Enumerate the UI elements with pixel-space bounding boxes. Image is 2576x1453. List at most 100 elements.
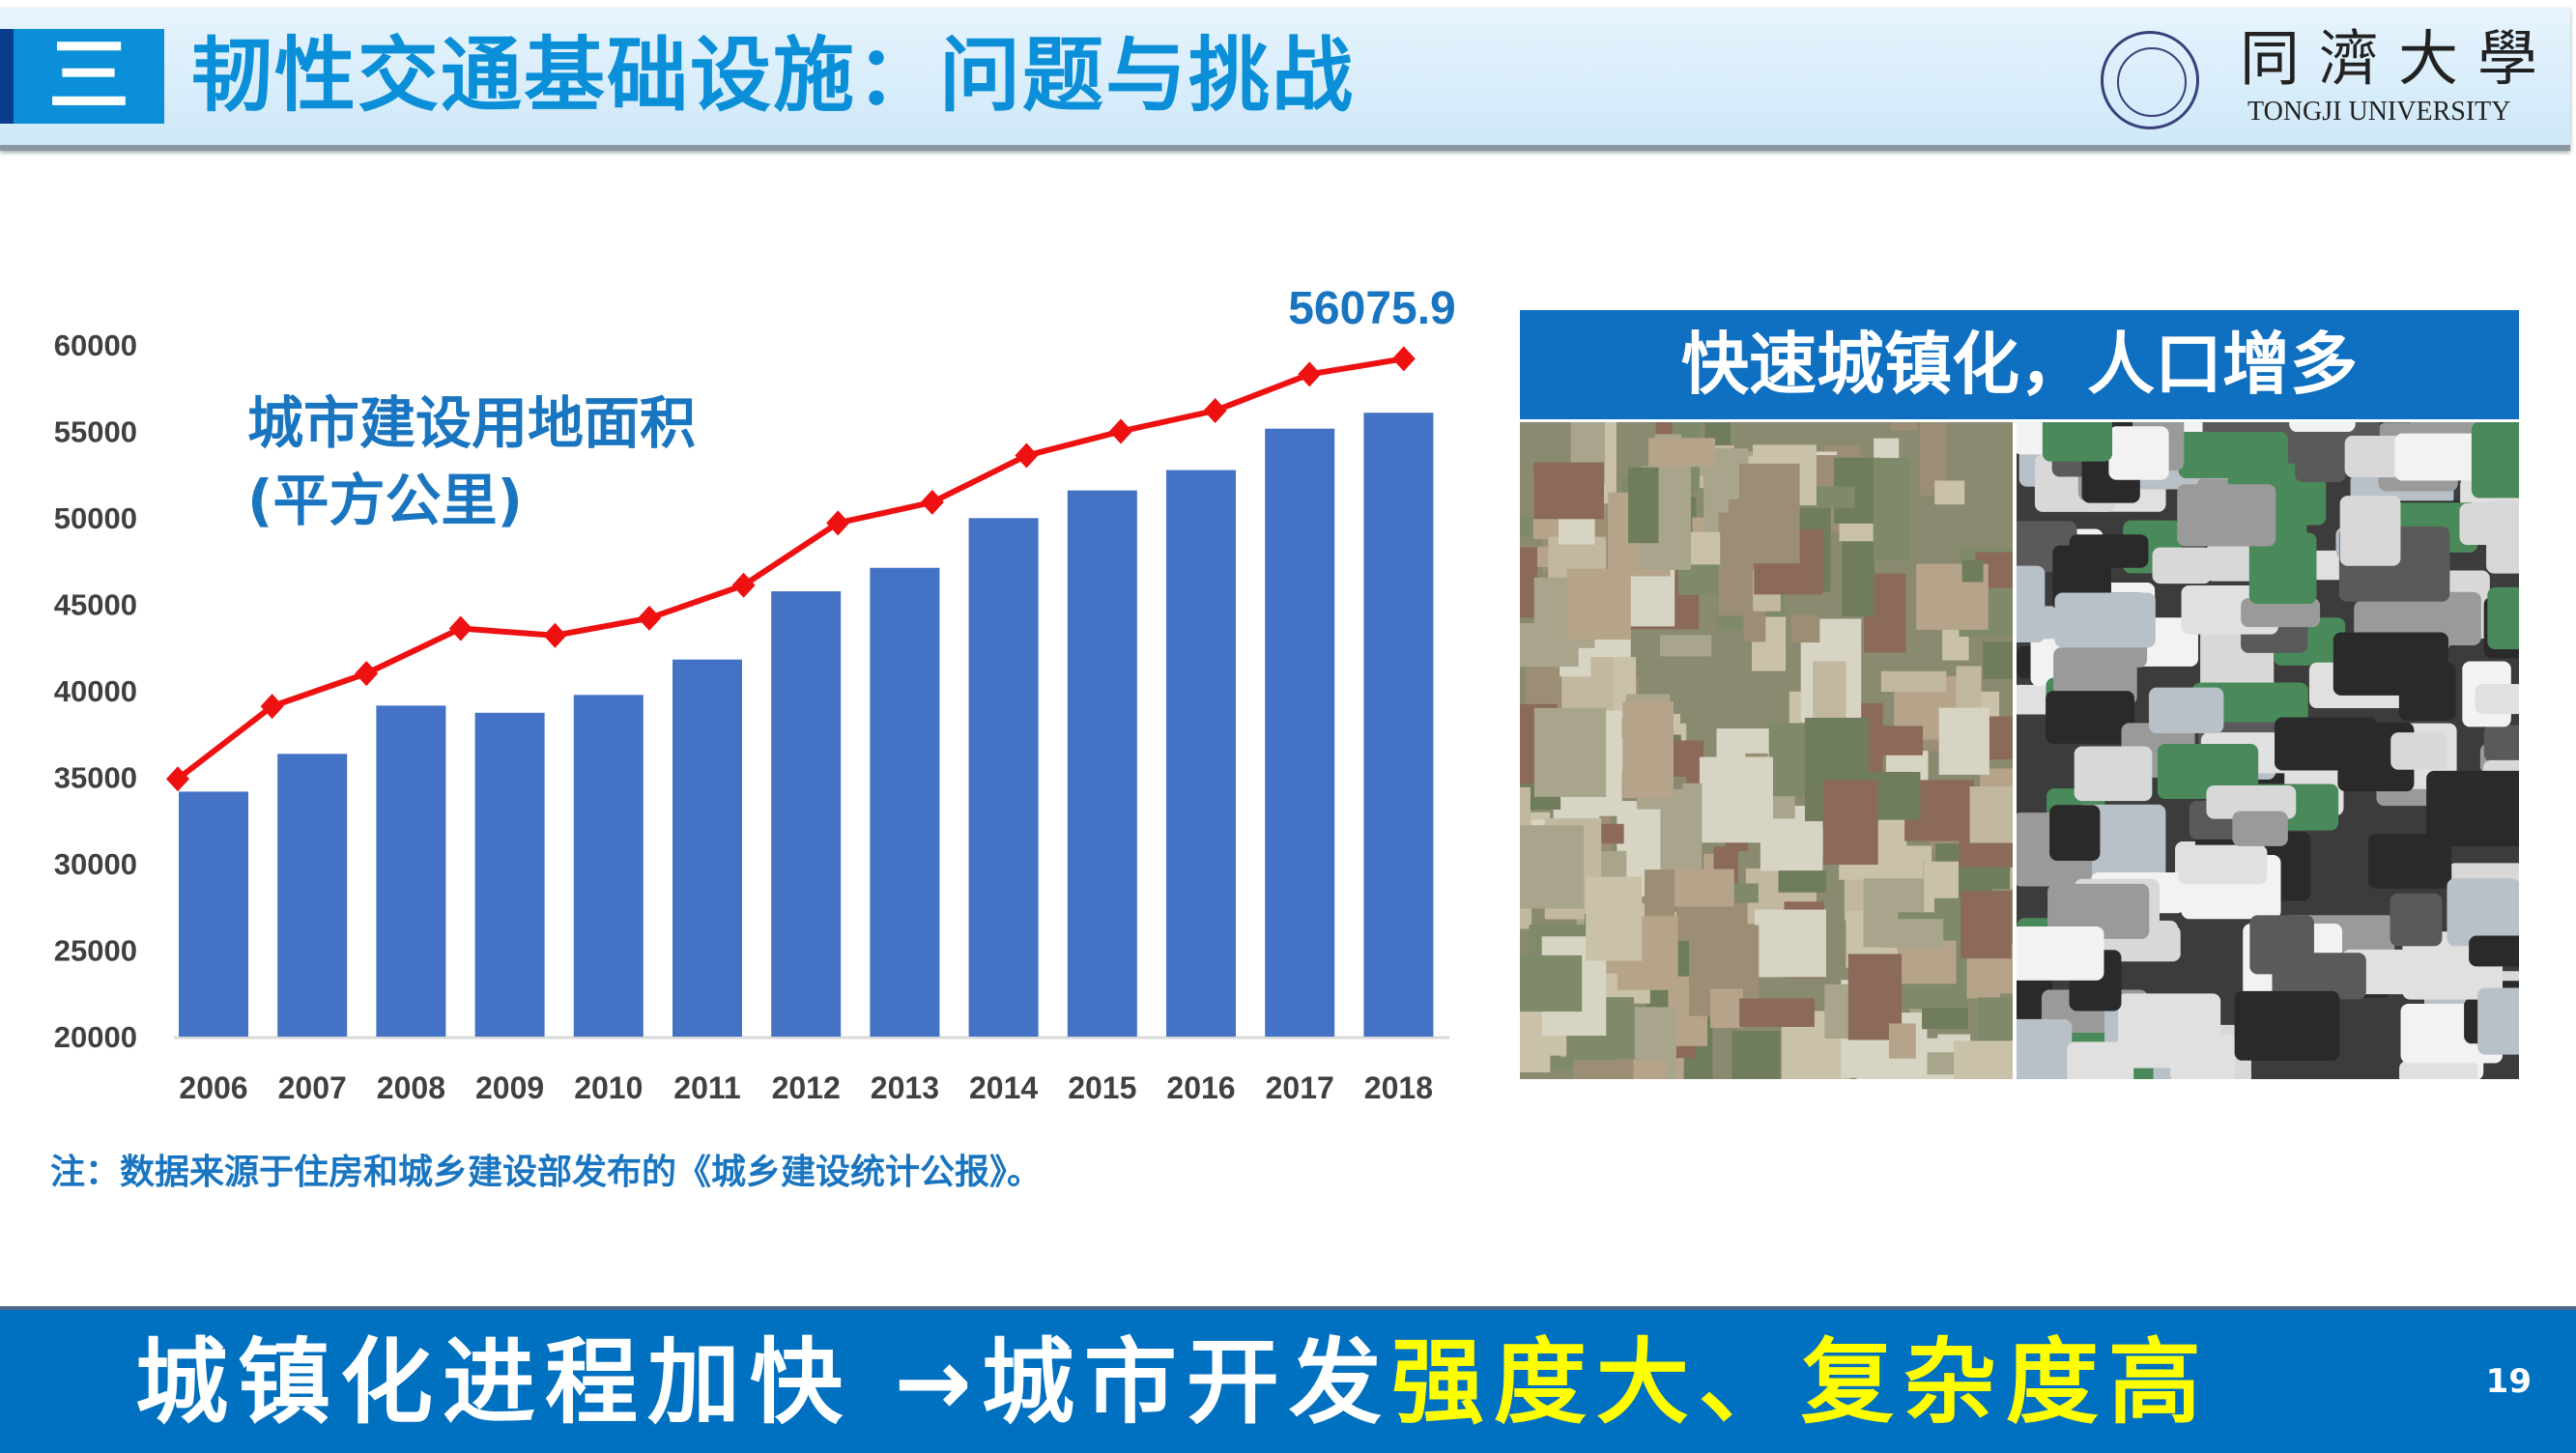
vehicle-shape [2486, 500, 2519, 574]
vehicle-shape [2108, 426, 2169, 480]
vehicle-shape [2390, 893, 2443, 947]
y-tick-label: 20000 [54, 1020, 137, 1054]
building-shape [1961, 891, 2012, 959]
vehicle-shape [2177, 484, 2276, 547]
land-area-chart: 20000 25000 30000 35000 40000 45000 50000 55000… [54, 283, 1456, 1105]
building-shape [1790, 614, 1820, 643]
bar-2018 [1363, 413, 1434, 1037]
y-tick-label: 45000 [54, 588, 137, 622]
university-name-en: TONGJI UNIVERSITY [2247, 97, 2511, 127]
y-tick-label: 40000 [54, 674, 137, 708]
bar-2010 [573, 695, 644, 1037]
vehicle-shape [2054, 592, 2156, 648]
x-tick-label: 2012 [772, 1070, 841, 1105]
building-shape [1622, 701, 1674, 799]
building-shape [1633, 1059, 1666, 1079]
building-shape [1628, 467, 1659, 544]
building-shape [1888, 1023, 1916, 1059]
bar-2007 [277, 754, 348, 1037]
trend-marker [826, 510, 850, 536]
vehicle-shape [2047, 883, 2150, 939]
trend-marker [1298, 361, 1322, 387]
building-shape [1520, 954, 1583, 1012]
vehicle-shape [2483, 725, 2519, 762]
vehicle-shape [2289, 422, 2356, 433]
building-shape [1880, 670, 1947, 693]
bar-2011 [673, 659, 742, 1037]
bar-2017 [1265, 428, 1335, 1037]
university-seal-logo [2101, 31, 2199, 129]
building-shape [1739, 463, 1800, 564]
trend-marker [543, 622, 567, 648]
x-tick-label: 2013 [871, 1070, 939, 1105]
vehicle-shape [2469, 935, 2519, 967]
building-shape [1863, 726, 1923, 755]
chart-title-line2: (平方公里) [247, 468, 524, 533]
y-tick-label: 25000 [54, 934, 137, 968]
slide-title: 韧性交通基础设施：问题与挑战 [191, 28, 1356, 123]
vehicle-shape [2178, 844, 2268, 885]
vehicle-shape [2074, 746, 2153, 802]
vehicle-shape [2475, 684, 2519, 715]
building-shape [1969, 786, 2013, 843]
university-name-cn: 同濟大學 [2240, 23, 2558, 94]
building-shape [1520, 786, 1531, 843]
trend-marker [1203, 398, 1227, 424]
bar-2015 [1067, 490, 1137, 1038]
building-shape [1566, 568, 1631, 641]
vehicle-shape [2234, 990, 2340, 1061]
vehicle-shape [2399, 1060, 2478, 1079]
building-shape [1890, 422, 1918, 431]
vehicle-shape [2017, 926, 2104, 981]
building-shape [1520, 825, 1585, 909]
building-shape [1922, 1008, 1968, 1030]
building-shape [1786, 827, 1830, 857]
building-shape [1754, 909, 1826, 978]
x-tick-label: 2015 [1068, 1070, 1136, 1105]
vehicle-shape [2426, 770, 2519, 846]
building-shape [1533, 707, 1607, 797]
vehicle-shape [2178, 431, 2289, 478]
footer-banner: 城镇化进程加快 →城市开发强度大、复杂度高 19 [0, 1306, 2576, 1453]
building-shape [1881, 919, 1944, 948]
vehicle-shape [2017, 565, 2046, 643]
vehicle-shape [2390, 732, 2447, 770]
building-shape [1520, 547, 1538, 618]
trend-marker [166, 766, 189, 792]
vehicle-shape [2367, 834, 2452, 889]
x-tick-label: 2016 [1166, 1070, 1235, 1105]
x-tick-label: 2006 [179, 1070, 247, 1105]
vehicle-shape [2339, 496, 2401, 566]
x-tick-label: 2007 [278, 1070, 347, 1105]
section-number-badge: 三 [0, 29, 164, 124]
building-shape [1954, 1040, 2013, 1079]
y-tick-label: 35000 [54, 761, 137, 795]
vehicle-shape [2272, 953, 2366, 1000]
source-note: 注：数据来源于住房和城乡建设部发布的《城乡建设统计公报》。 [50, 1153, 1043, 1192]
y-tick-label: 30000 [54, 847, 137, 881]
vehicle-shape [2049, 805, 2101, 862]
vehicle-shape [2118, 993, 2221, 1068]
vehicle-shape [2471, 422, 2519, 499]
data-label-2018: 56075.9 [1288, 283, 1456, 334]
building-shape [1710, 988, 1743, 1028]
trend-marker [355, 661, 379, 687]
building-shape [1934, 480, 1965, 505]
y-tick-label: 55000 [54, 415, 137, 449]
vehicle-shape [2017, 1019, 2073, 1079]
building-shape [1558, 514, 1595, 545]
x-tick-label: 2017 [1266, 1070, 1334, 1105]
vehicle-shape [2232, 811, 2288, 846]
building-shape [1897, 940, 1957, 984]
trend-marker [731, 572, 756, 598]
trend-line [176, 356, 1405, 782]
building-shape [1586, 876, 1643, 961]
vehicle-shape [2248, 532, 2317, 605]
vehicle-shape [2344, 436, 2409, 478]
slide-header: 三 韧性交通基础设施：问题与挑战 同濟大學 TONGJI UNIVERSITY [0, 8, 2570, 151]
y-tick-label: 60000 [54, 328, 137, 362]
building-shape [1822, 780, 1878, 866]
chart-title-line1: 城市建设用地面积 [247, 390, 697, 456]
building-shape [1699, 756, 1773, 843]
trend-marker [1109, 418, 1132, 444]
